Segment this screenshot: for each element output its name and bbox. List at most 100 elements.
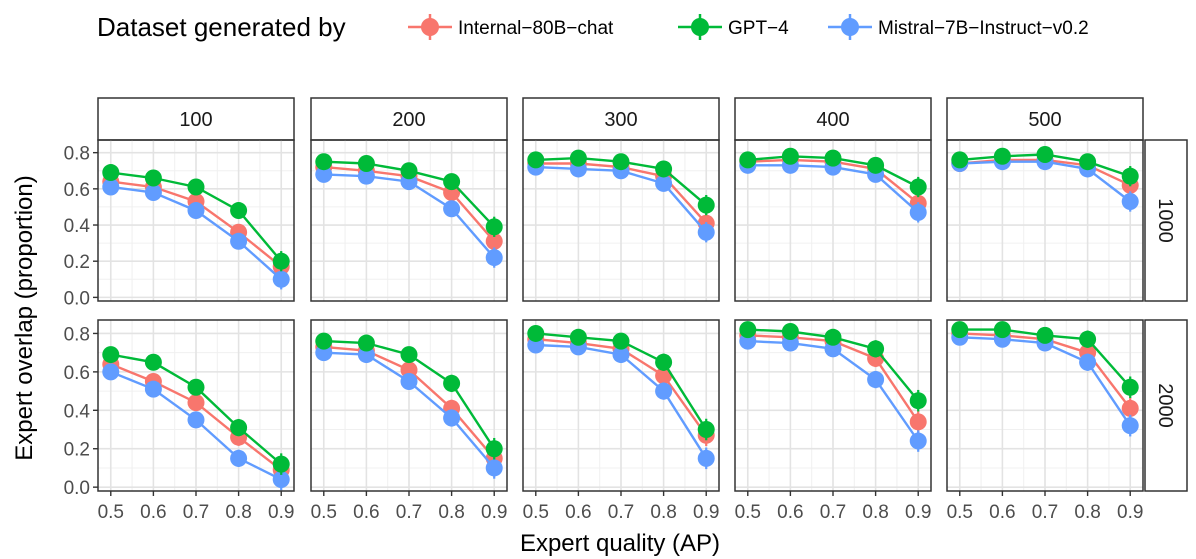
data-point: [655, 160, 673, 178]
data-point: [655, 174, 673, 192]
data-point: [443, 173, 461, 191]
data-point: [697, 196, 715, 214]
series: [527, 324, 715, 441]
data-point: [1121, 417, 1139, 435]
row-strip: 2000: [1144, 319, 1188, 492]
data-point: [230, 202, 248, 220]
data-point: [867, 371, 885, 389]
data-point: [824, 328, 842, 346]
x-tick-label: 0.6: [353, 502, 379, 523]
row-strip: 1000: [1144, 139, 1188, 302]
column-strip-box: [522, 97, 720, 141]
x-tick-label: 0.8: [650, 502, 676, 523]
panel-border: [97, 139, 295, 302]
x-tick-label: 0.7: [1032, 502, 1058, 523]
data-point: [230, 449, 248, 467]
x-tick-label: 0.6: [140, 502, 166, 523]
x-tick-label: 0.6: [565, 502, 591, 523]
data-point: [315, 153, 333, 171]
data-point: [781, 323, 799, 341]
series: [739, 147, 927, 198]
legend-marker: [691, 18, 709, 36]
facet-panel: [734, 139, 932, 302]
x-tick-label: 0.7: [183, 502, 209, 523]
x-tick-label: 0.7: [396, 502, 422, 523]
data-point: [1121, 378, 1139, 396]
data-point: [144, 353, 162, 371]
series: [102, 178, 290, 290]
y-tick-label: 0.4: [64, 216, 91, 237]
y-tick-label: 0.8: [64, 144, 90, 165]
data-point: [1036, 326, 1054, 344]
row-strip-label: 1000: [1154, 198, 1176, 243]
column-strip-label: 500: [1028, 109, 1061, 131]
data-point: [1121, 167, 1139, 185]
x-tick-label: 0.5: [523, 502, 549, 523]
data-point: [781, 147, 799, 165]
data-point: [144, 169, 162, 187]
data-point: [1079, 330, 1097, 348]
data-point: [1121, 399, 1139, 417]
legend-label: Internal−80B−chat: [458, 18, 614, 39]
data-point: [569, 149, 587, 167]
series: [102, 363, 290, 491]
facet-panel: 0.5 0.6 0.7 0.8 0.9: [734, 319, 932, 523]
legend-item: GPT−4: [678, 14, 789, 40]
data-point: [655, 382, 673, 400]
column-strip-label: 100: [179, 109, 212, 131]
data-point: [102, 164, 120, 182]
legend-label: Mistral−7B−Instruct−v0.2: [878, 18, 1089, 39]
column-strip-label: 200: [392, 109, 425, 131]
x-tick-label: 0.5: [735, 502, 761, 523]
x-tick-label: 0.5: [98, 502, 124, 523]
x-tick-label: 0.9: [268, 502, 294, 523]
data-point: [739, 151, 757, 169]
y-tick-label: 0.4: [64, 401, 91, 422]
data-point: [909, 392, 927, 410]
data-point: [909, 432, 927, 450]
data-point: [187, 178, 205, 196]
column-strip: 100: [97, 97, 295, 141]
data-point: [993, 147, 1011, 165]
data-point: [612, 153, 630, 171]
data-point: [951, 321, 969, 339]
data-point: [1121, 193, 1139, 211]
facet-panel: 0.0 0.2 0.4 0.6 0.8: [64, 139, 295, 309]
x-tick-label: 0.7: [608, 502, 634, 523]
data-point: [187, 378, 205, 396]
facet-panel: 0.0 0.2 0.4 0.6 0.8 0.5 0.6 0.7 0.8 0.9: [64, 319, 295, 523]
data-point: [102, 363, 120, 381]
x-tick-label: 0.8: [862, 502, 888, 523]
data-point: [485, 440, 503, 458]
data-point: [102, 346, 120, 364]
legend-marker: [421, 18, 439, 36]
data-point: [357, 167, 375, 185]
data-point: [909, 178, 927, 196]
data-point: [144, 183, 162, 201]
series: [315, 153, 503, 237]
panel-border: [734, 139, 932, 302]
data-point: [569, 328, 587, 346]
column-strip: 300: [522, 97, 720, 141]
data-point: [951, 151, 969, 169]
series: [739, 321, 927, 412]
y-tick-label: 0.2: [64, 440, 90, 461]
data-point: [272, 455, 290, 473]
data-point: [485, 459, 503, 477]
x-tick-label: 0.5: [311, 502, 337, 523]
column-strip-box: [310, 97, 508, 141]
data-point: [655, 353, 673, 371]
data-point: [612, 332, 630, 350]
row-strip-box: [1144, 319, 1188, 492]
column-strip: 200: [310, 97, 508, 141]
data-point: [315, 165, 333, 183]
data-point: [867, 340, 885, 358]
x-tick-label: 0.9: [905, 502, 931, 523]
data-point: [697, 421, 715, 439]
legend-item: Mistral−7B−Instruct−v0.2: [828, 14, 1089, 40]
x-tick-label: 0.8: [225, 502, 251, 523]
column-strip: 500: [946, 97, 1144, 141]
y-axis-title: Expert overlap (proportion): [11, 175, 38, 460]
data-point: [230, 419, 248, 437]
legend-marker: [841, 18, 859, 36]
